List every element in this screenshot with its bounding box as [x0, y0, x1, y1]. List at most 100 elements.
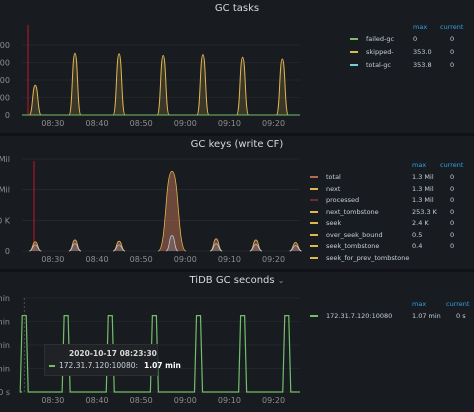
legend-series-name: total: [326, 173, 341, 181]
legend-item[interactable]: seek_for_prev_tombstone: [310, 254, 409, 262]
series-peak: [165, 235, 179, 252]
series-peak: [236, 56, 250, 116]
series-swatch: [310, 222, 318, 224]
series-swatch: [310, 210, 318, 213]
x-tick-label: 08:30: [41, 119, 64, 128]
legend-current-value: 0: [450, 173, 455, 181]
y-tick-label: 500 K: [0, 216, 11, 225]
legend-item[interactable]: seek 2.4 K 0: [310, 219, 454, 227]
x-tick-label: 09:20: [262, 119, 285, 128]
legend-max-value: 353.0: [413, 48, 432, 56]
legend-max-value: 1.3 Mil: [412, 173, 434, 181]
legend-series-name: failed-gc: [366, 35, 395, 43]
series-swatch: [49, 365, 55, 367]
series-peak: [113, 244, 126, 252]
legend-item[interactable]: failed-gc 0 0: [350, 35, 454, 43]
legend-max-value: 0: [413, 35, 418, 43]
panel-title[interactable]: GC keys (write CF): [190, 139, 284, 150]
legend-current-value: 0: [450, 196, 455, 204]
series-peak: [157, 170, 187, 252]
x-tick-label: 08:40: [85, 255, 108, 264]
legend-max-value: 1.3 Mil: [412, 184, 434, 193]
series-swatch: [310, 176, 318, 178]
x-tick-label: 08:40: [85, 119, 108, 128]
gc-keys-chart[interactable]: 1.5 Mil 1.0 Mil 500 K 0 08:30 08:40 08:50 09:00…: [0, 136, 474, 269]
legend-item[interactable]: 172.31.7.120:10080 1.07 min 0 s: [310, 312, 466, 320]
legend-item[interactable]: processed 1.3 Mil 0: [310, 196, 454, 204]
legend-item[interactable]: total 1.3 Mil 0: [310, 173, 454, 181]
series-swatch: [310, 233, 318, 236]
panel-title[interactable]: TiDB GC seconds ⌄: [0, 275, 474, 286]
y-tick-label: 300: [0, 59, 10, 68]
legend-header-current[interactable]: current: [446, 300, 470, 308]
x-tick-label: 09:00: [174, 396, 197, 405]
gc-tasks-legend: max current failed-gc 0 0 skipped- 353.0 0 total…: [340, 0, 474, 133]
legend-current-value: 0: [450, 242, 455, 250]
series-peak: [249, 243, 262, 252]
x-tick-label: 08:30: [41, 396, 64, 405]
legend-item[interactable]: skipped- 353.0 0: [350, 48, 454, 56]
y-tick-label: 400: [0, 41, 10, 50]
legend-series-name: seek: [326, 219, 342, 227]
legend-max-value: 0.4: [412, 242, 423, 250]
legend-current-value: 0: [450, 35, 455, 43]
legend-current-value: 0: [450, 230, 455, 239]
legend-header-max[interactable]: max: [413, 23, 428, 31]
series-swatch: [310, 245, 318, 247]
legend-header-current[interactable]: current: [440, 23, 464, 31]
y-tick-label: 4 min: [0, 341, 10, 350]
y-tick-label: 1.0 Mil: [0, 186, 10, 195]
x-tick-label: 09:00: [174, 119, 197, 128]
x-tick-label: 09:10: [218, 396, 241, 405]
series-peak: [68, 243, 82, 252]
legend-current-value: 0: [450, 219, 455, 227]
legend-series-name: next_tombstone: [326, 207, 379, 216]
chevron-down-icon[interactable]: ⌄: [277, 276, 285, 285]
series-swatch: [310, 256, 318, 259]
series-peak: [68, 52, 82, 116]
series-swatch: [350, 64, 358, 66]
series-peak: [112, 53, 126, 116]
series-peak: [210, 243, 223, 252]
y-tick-label: 2 min: [0, 365, 10, 374]
panel-title-text: TiDB GC seconds: [189, 275, 275, 286]
legend-item[interactable]: next_tombstone 253.3 K 0: [310, 208, 454, 216]
tooltip-value: 1.07 min: [144, 361, 181, 370]
legend-max-value: 1.3 Mil: [412, 196, 434, 204]
y-tick-label: 6 min: [0, 318, 10, 327]
series-swatch: [310, 199, 318, 201]
x-tick-label: 09:10: [218, 255, 241, 264]
y-tick-label: 8 min: [0, 294, 10, 303]
legend-series-name: next: [326, 184, 341, 193]
legend-header-current[interactable]: current: [440, 161, 464, 169]
series-swatch: [350, 51, 358, 53]
legend-header-max[interactable]: max: [412, 161, 427, 169]
x-tick-label: 08:40: [85, 396, 108, 405]
x-tick-label: 09:00: [174, 255, 197, 264]
x-tick-label: 08:50: [130, 255, 153, 264]
panel-title[interactable]: GC tasks: [214, 3, 260, 14]
series-swatch: [350, 38, 358, 40]
legend-max-value: 353.8: [413, 61, 432, 69]
legend-current-value: 0: [450, 48, 455, 56]
legend-item[interactable]: next 1.3 Mil 0: [310, 185, 454, 193]
legend-item[interactable]: seek_tombstone 0.4 0: [310, 242, 454, 250]
gc-tasks-chart[interactable]: 400 300 200 100 0 08:30 08:40 08:50 09:00 09:10 09…: [0, 0, 474, 133]
tidb-gc-seconds-chart[interactable]: 8 min 6 min 4 min 2 min 0 s 08:30 08:40 08:50 09…: [0, 272, 474, 412]
series-peak: [28, 84, 42, 116]
x-tick-label: 08:30: [41, 255, 64, 264]
y-tick-label: 1.5 Mil: [0, 155, 10, 164]
legend-item[interactable]: over_seek_bound 0.5 0: [310, 231, 454, 239]
x-tick-label: 08:50: [130, 119, 153, 128]
y-tick-label: 0 s: [0, 388, 10, 397]
gc-keys-panel: GC keys (write CF) 1.5 Mil 1.0 Mil 500 K 0 0…: [0, 136, 474, 269]
series-line: [19, 315, 300, 393]
legend-current-value: 0: [450, 61, 455, 69]
legend-max-value: 253.3 K: [412, 207, 437, 216]
legend-item[interactable]: total-gc 353.8 0: [350, 61, 454, 69]
legend-series-name: skipped-: [366, 48, 394, 56]
legend-series-name: over_seek_bound: [326, 230, 383, 239]
x-tick-label: 09:20: [262, 396, 285, 405]
legend-header-max[interactable]: max: [412, 300, 427, 308]
series-swatch: [310, 187, 318, 190]
